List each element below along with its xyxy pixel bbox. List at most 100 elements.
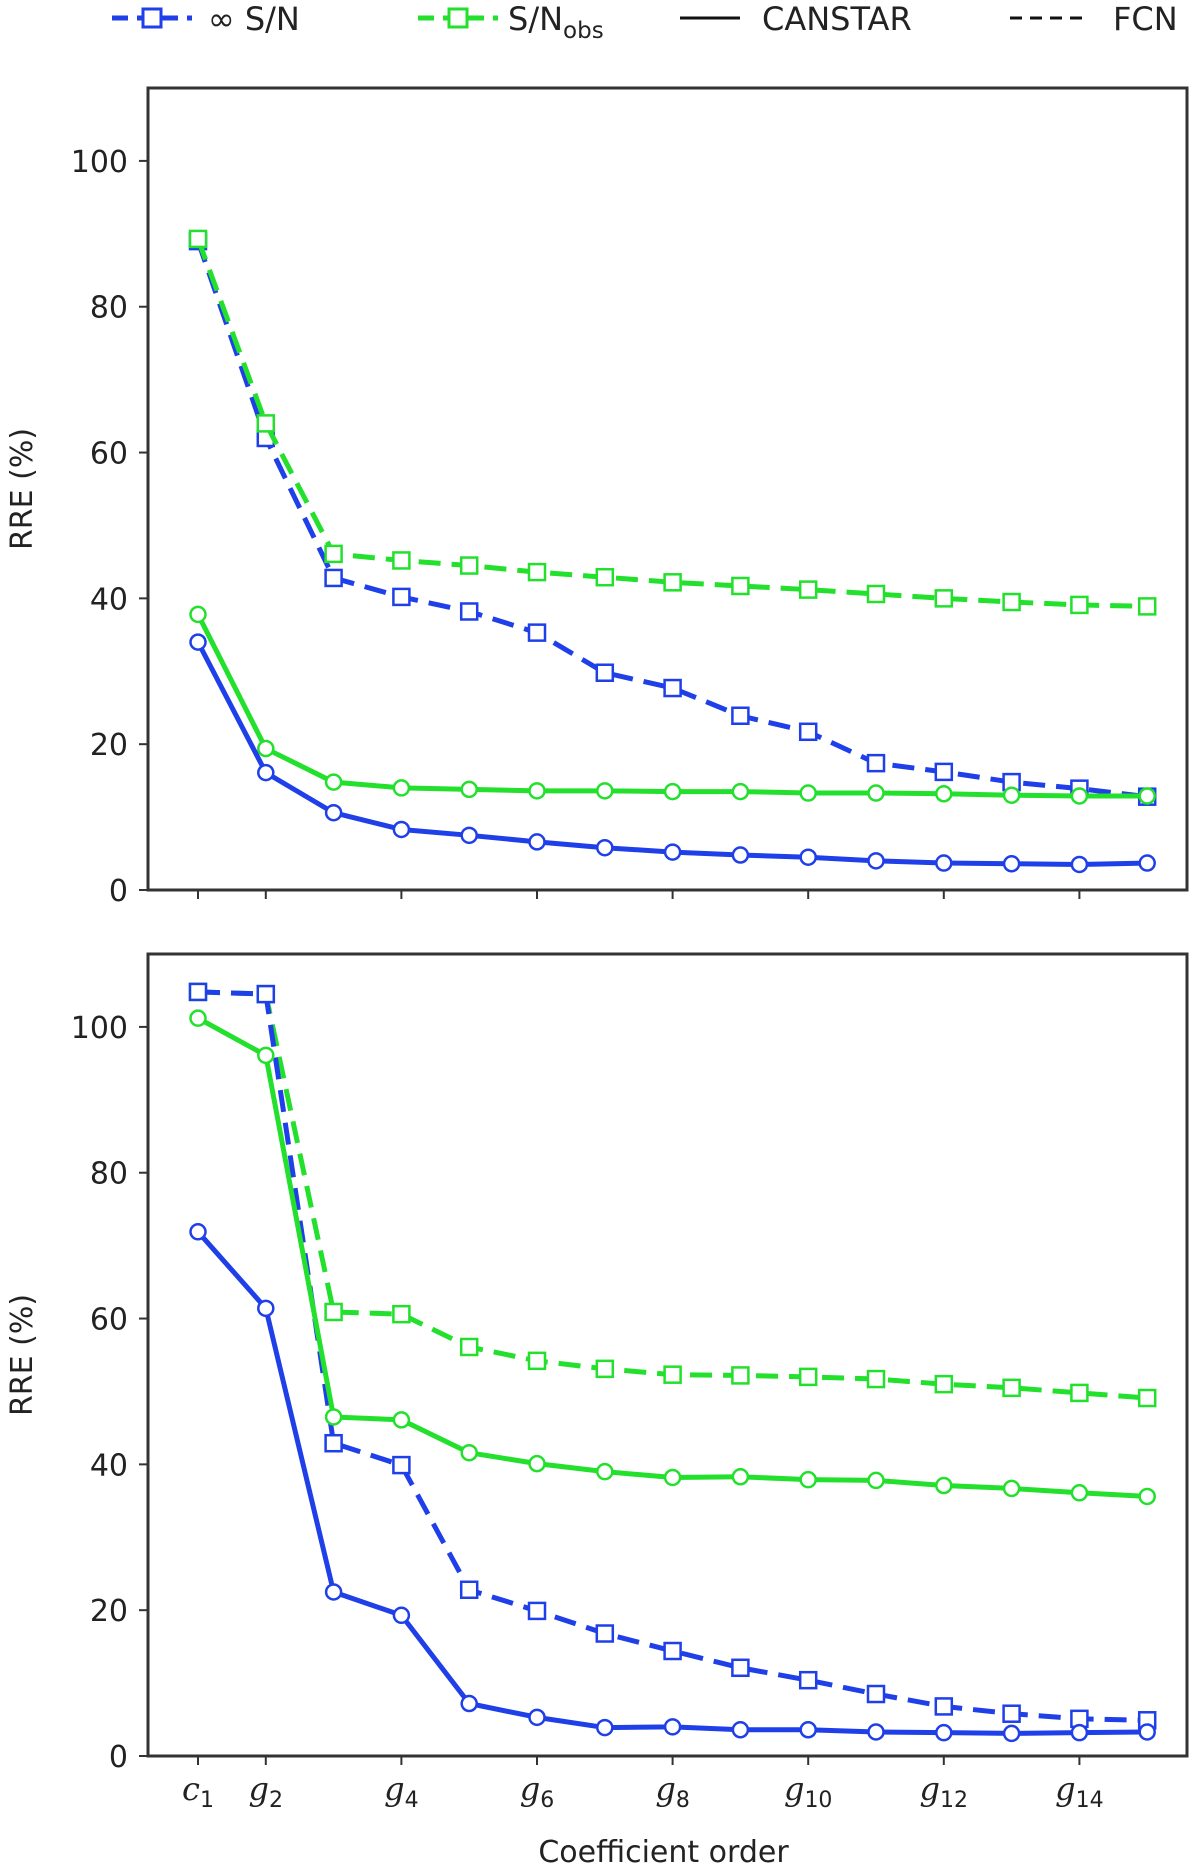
bottom-series-1-point xyxy=(934,1697,954,1716)
top-series-2-point xyxy=(1138,787,1156,805)
bottom-xtick-label: g10 xyxy=(784,1770,832,1813)
top-series-3-point xyxy=(1002,855,1021,873)
legend-item-sn-obs: S/Nobs xyxy=(418,0,604,44)
bottom-series-1-point xyxy=(459,1580,479,1600)
bottom-series-3-point xyxy=(1070,1723,1089,1742)
top-y-axis-label: RRE (%) xyxy=(5,428,40,550)
bottom-ytick-label: 100 xyxy=(71,1011,128,1046)
top-series-2-point xyxy=(799,784,817,802)
bottom-series-2-point xyxy=(460,1443,478,1462)
top-series-3-point xyxy=(460,826,478,845)
legend-item-inf-sn: ∞ S/N xyxy=(112,0,300,38)
top-ytick-label: 40 xyxy=(90,582,128,617)
bottom-series-3-point xyxy=(392,1606,411,1625)
top-series-1-point xyxy=(934,589,954,608)
top-series-0-point xyxy=(595,663,615,682)
top-series-3-point xyxy=(324,803,343,822)
top-series-2-point xyxy=(596,782,614,800)
bottom-series-2-point xyxy=(189,1009,207,1027)
bottom-series-1-point xyxy=(527,1601,547,1621)
top-series-0-point xyxy=(731,706,750,725)
top-series-1-point xyxy=(392,551,411,570)
top-series-1-point xyxy=(1070,595,1089,615)
bottom-series-2-point xyxy=(731,1468,750,1486)
bottom-series-2-point xyxy=(799,1470,817,1489)
top-series-3-point xyxy=(867,852,885,870)
top-series-1-point xyxy=(188,229,208,249)
top-series-0-point xyxy=(392,587,411,607)
top-series-0-point xyxy=(459,602,479,621)
top-series-3-point xyxy=(257,763,275,782)
bottom-series-1-point xyxy=(595,1624,615,1643)
top-series-2 xyxy=(189,605,1156,805)
top-series-1-point xyxy=(866,584,886,604)
legend: ∞ S/N S/Nobs CANSTAR FCN xyxy=(112,0,1178,44)
bottom-series-2-point xyxy=(257,1046,275,1065)
bottom-series-2 xyxy=(189,1009,1156,1506)
bottom-series-3-point xyxy=(867,1723,885,1741)
bottom-series-3-point xyxy=(731,1721,750,1739)
bottom-series-2-point xyxy=(1138,1487,1156,1506)
top-series-3-point xyxy=(596,838,614,857)
top-series-3-point xyxy=(392,820,411,839)
top-axes-frame xyxy=(146,86,1189,892)
top-ytick-label: 100 xyxy=(71,145,128,180)
top-series-0-point xyxy=(934,762,954,782)
bottom-series-2-point xyxy=(324,1408,343,1426)
bottom-series-1-point xyxy=(392,1455,411,1475)
bottom-series-3-point xyxy=(596,1718,614,1737)
top-series-1-point xyxy=(731,576,750,596)
bottom-series-1-line xyxy=(197,989,1148,1723)
bottom-series-0-point xyxy=(731,1366,750,1385)
bottom-series-3-point xyxy=(663,1718,682,1736)
bottom-series-0-point xyxy=(798,1367,818,1387)
top-series-2-point xyxy=(731,782,750,801)
bottom-series-3-point xyxy=(528,1708,546,1727)
bottom-series-0-point xyxy=(527,1351,547,1371)
bottom-series-0-point xyxy=(663,1365,682,1384)
bottom-ytick-label: 80 xyxy=(90,1157,128,1192)
bottom-series-3 xyxy=(189,1223,1156,1743)
top-series-2-point xyxy=(460,780,478,799)
top-panel: 0 20 40 60 80 100 RRE (%) xyxy=(5,86,1189,909)
bottom-series-1-point xyxy=(1002,1704,1021,1723)
bottom-y-axis-label: RRE (%) xyxy=(5,1294,40,1416)
top-series-0-point xyxy=(798,722,818,742)
legend-item-fcn: FCN xyxy=(1010,0,1178,38)
bottom-series-0-point xyxy=(866,1369,886,1389)
bottom-series-2-point xyxy=(867,1471,885,1490)
bottom-ytick-label: 60 xyxy=(90,1303,128,1338)
top-series-3-point xyxy=(1138,854,1156,872)
bottom-series-1-point xyxy=(188,982,208,1002)
top-series-1 xyxy=(188,229,1157,616)
top-series-0 xyxy=(188,231,1157,806)
bottom-series-1-point xyxy=(731,1658,750,1678)
top-series-0-point xyxy=(866,753,886,773)
bottom-xtick-label: g2 xyxy=(249,1770,283,1813)
bottom-series-1-point xyxy=(324,1433,343,1453)
top-series-3-point xyxy=(935,854,953,872)
top-series-2-point xyxy=(1070,787,1089,805)
top-series-1-point xyxy=(459,556,479,575)
bottom-series-1-point xyxy=(866,1684,886,1704)
top-series-1-line xyxy=(195,238,1148,609)
top-series-3 xyxy=(189,633,1156,874)
bottom-series-2-point xyxy=(596,1462,614,1481)
bottom-xtick-label: g6 xyxy=(520,1770,554,1813)
bottom-series-0-point xyxy=(1002,1378,1021,1398)
legend-marker-inf-sn xyxy=(141,7,163,29)
bottom-series-0-point xyxy=(324,1302,343,1322)
top-ytick-label: 0 xyxy=(109,874,128,909)
legend-marker-sn-obs xyxy=(447,7,469,29)
bottom-ytick-label: 40 xyxy=(90,1448,128,1483)
top-y-axis: 0 20 40 60 80 100 xyxy=(71,145,148,909)
top-series-1-point xyxy=(798,580,818,599)
top-series-1-point xyxy=(1002,592,1021,612)
bottom-series-1-point xyxy=(663,1641,682,1661)
bottom-series-2-point xyxy=(1002,1479,1021,1498)
top-series-3-point xyxy=(189,633,207,651)
top-ytick-label: 60 xyxy=(90,437,128,472)
bottom-y-axis: 0 20 40 60 80 100 xyxy=(71,1011,148,1775)
bottom-panel: 0 20 40 60 80 100 c1 g2 g4 g6 g8 g10 g12 g14 RRE (%)… xyxy=(5,952,1189,1864)
